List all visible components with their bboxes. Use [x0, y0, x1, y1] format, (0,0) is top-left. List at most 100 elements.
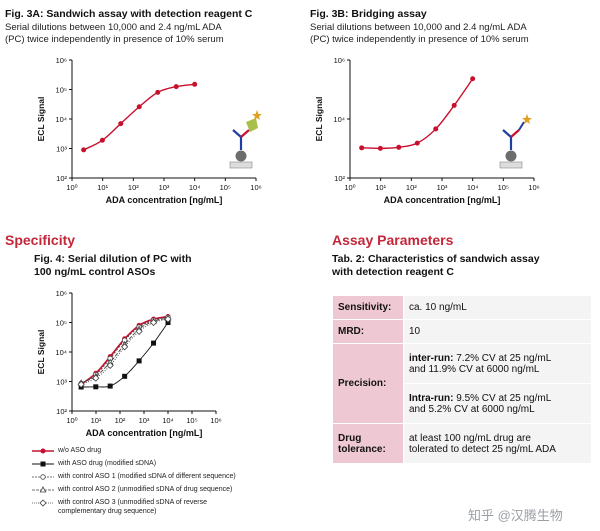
series-1-point: [136, 358, 142, 364]
star-icon: [252, 110, 262, 120]
specificity-heading: Specificity: [5, 232, 76, 248]
x-tick-label: 10⁶: [210, 416, 221, 425]
series-0-point: [414, 140, 420, 146]
row-precision-inter: Precision: inter-run: 7.2% CV at 25 ng/m…: [332, 343, 592, 424]
intra-run-label: Intra-run:: [409, 392, 454, 404]
series-0-point: [192, 81, 198, 87]
assay-parameters-table: Sensitivity: ca. 10 ng/mL MRD: 10 Precis…: [332, 295, 592, 464]
y-axis-label: ECL Signal: [36, 97, 46, 142]
x-tick-label: 10⁶: [528, 183, 539, 192]
assay-schematic-icon: [499, 114, 532, 169]
y-tick-label: 10²: [56, 174, 67, 183]
legend-marker-open-triangle: [39, 486, 47, 493]
plate-icon: [229, 161, 253, 169]
legend-item-2: with control ASO 1 (modified sDNA of dif…: [58, 473, 236, 480]
row-sensitivity: Sensitivity: ca. 10 ng/mL: [332, 295, 592, 320]
x-tick-label: 10⁴: [189, 183, 201, 192]
watermark: 知乎 @汉腾生物: [468, 508, 563, 523]
intra-run-text-1: 9.5% CV at 25 ng/mL: [453, 392, 552, 404]
fig3b-title: Fig. 3B: Bridging assay: [310, 8, 427, 20]
y-tick-label: 10⁴: [333, 115, 345, 124]
x-tick-label: 10⁵: [498, 183, 509, 192]
x-axis-label: ADA concentration [ng/mL]: [86, 428, 203, 438]
y-axis-label: ECL Signal: [36, 330, 46, 375]
mrd-label: MRD:: [332, 319, 404, 344]
fig3b-chart: 10⁰ 10¹ 10² 10³ 10⁴ 10⁵ 10⁶ 10² 10⁴ 10⁶ ADA concen…: [314, 56, 540, 205]
series-4-point: [121, 343, 129, 351]
fig4-chart: 10⁰ 10¹ 10² 10³ 10⁴ 10⁵ 10⁶ 10² 10³ 10⁴ 10⁵ 10⁶ ADA …: [36, 289, 222, 438]
precision-label: Precision:: [332, 343, 404, 424]
x-tick-label: 10¹: [375, 183, 386, 192]
bead-icon: [505, 150, 517, 162]
detection-reagent-icon: [246, 118, 258, 132]
y-tick-label: 10⁵: [56, 319, 67, 328]
star-icon: [522, 114, 532, 124]
y-tick-label: 10⁶: [56, 289, 67, 298]
fig3a-title: Fig. 3A: Sandwich assay with detection r…: [5, 8, 253, 20]
y-tick-label: 10²: [56, 407, 67, 416]
fig3a-subtitle-1: Serial dilutions between 10,000 and 2.4 …: [5, 22, 222, 33]
x-tick-label: 10²: [406, 183, 417, 192]
drug-tolerance-label-2: tolerance:: [338, 443, 386, 455]
precision-inter-value: inter-run: 7.2% CV at 25 ng/mL and 11.9%…: [403, 343, 592, 384]
intra-run-text-2: and 5.2% CV at 6000 ng/mL: [409, 403, 535, 415]
fig4-legend: w/o ASO drug with ASO drug (modified sDN…: [0, 446, 300, 526]
series-1-point: [107, 383, 113, 389]
fig3b-subtitle-1: Serial dilutions between 10,000 and 2.4 …: [310, 22, 527, 33]
x-tick-label: 10⁵: [186, 416, 197, 425]
legend-marker-open-circle: [40, 474, 46, 480]
series-4-point: [149, 318, 158, 327]
legend-markers: [32, 448, 54, 507]
series-4-point: [164, 315, 172, 323]
detector-icon: [518, 121, 525, 131]
x-tick-label: 10³: [139, 416, 150, 425]
y-tick-label: 10³: [56, 378, 67, 387]
y-tick-label: 10⁶: [334, 56, 345, 65]
y-tick-label: 10⁴: [55, 115, 67, 124]
bead-icon: [235, 150, 247, 162]
x-tick-label: 10¹: [97, 183, 108, 192]
series-1-point: [93, 384, 99, 390]
legend-marker-open-diamond: [39, 499, 47, 507]
x-tick-label: 10²: [128, 183, 139, 192]
mrd-value: 10: [403, 319, 592, 344]
series-4-point: [77, 380, 85, 388]
x-tick-label: 10⁵: [220, 183, 231, 192]
series-0-point: [433, 126, 439, 132]
x-tick-label: 10¹: [91, 416, 102, 425]
antibody-arm-right-icon: [510, 129, 520, 138]
y-tick-label: 10²: [334, 174, 345, 183]
legend-item-0: w/o ASO drug: [58, 447, 102, 454]
x-tick-label: 10⁶: [250, 183, 261, 192]
tab2-title-2: with detection reagent C: [332, 266, 454, 278]
series-4-point: [92, 374, 100, 382]
drug-tolerance-value: at least 100 ng/mL drug are tolerated to…: [403, 423, 592, 464]
series-0-line: [361, 78, 474, 150]
row-drug-tolerance: Drug tolerance: at least 100 ng/mL drug …: [332, 423, 592, 464]
legend-item-5: complementary drug sequence): [58, 508, 157, 515]
x-axis-label: ADA concentration [ng/mL]: [106, 195, 223, 205]
inter-run-text-2: and 11.9% CV at 6000 ng/mL: [409, 363, 540, 375]
y-tick-label: 10⁴: [55, 348, 67, 357]
drug-tolerance-value-1: at least 100 ng/mL drug are: [409, 432, 531, 444]
x-tick-label: 10³: [437, 183, 448, 192]
y-tick-label: 10³: [56, 145, 67, 154]
fig3b-subtitle-2: (PC) twice independently in presence of …: [310, 34, 529, 45]
drug-tolerance-label: Drug tolerance:: [332, 423, 404, 464]
x-tick-label: 10²: [115, 416, 126, 425]
assay-heading: Assay Parameters: [332, 232, 454, 248]
y-axis-label: ECL Signal: [314, 97, 324, 142]
assay-schematic-icon: [229, 110, 262, 169]
x-axis-label: ADA concentration [ng/mL]: [384, 195, 501, 205]
series-0-point: [136, 104, 142, 110]
fig3a-chart: 10⁰ 10¹ 10² 10³ 10⁴ 10⁵ 10⁶ 10² 10³ 10⁴ 10⁵ 10⁶ ADA …: [36, 56, 262, 205]
series-0-point: [451, 102, 457, 108]
x-tick-label: 10⁰: [66, 416, 77, 425]
series-0-point: [155, 89, 161, 95]
drug-tolerance-value-2: tolerated to detect 25 ng/mL ADA: [409, 443, 556, 455]
antibody-arm-left-icon: [232, 129, 242, 138]
series-0-point: [118, 121, 124, 127]
fig4-title-1: Fig. 4: Serial dilution of PC with: [34, 253, 192, 265]
fig3a-subtitle-2: (PC) twice independently in presence of …: [5, 34, 224, 45]
tab2-title-1: Tab. 2: Characteristics of sandwich assa…: [332, 253, 540, 265]
